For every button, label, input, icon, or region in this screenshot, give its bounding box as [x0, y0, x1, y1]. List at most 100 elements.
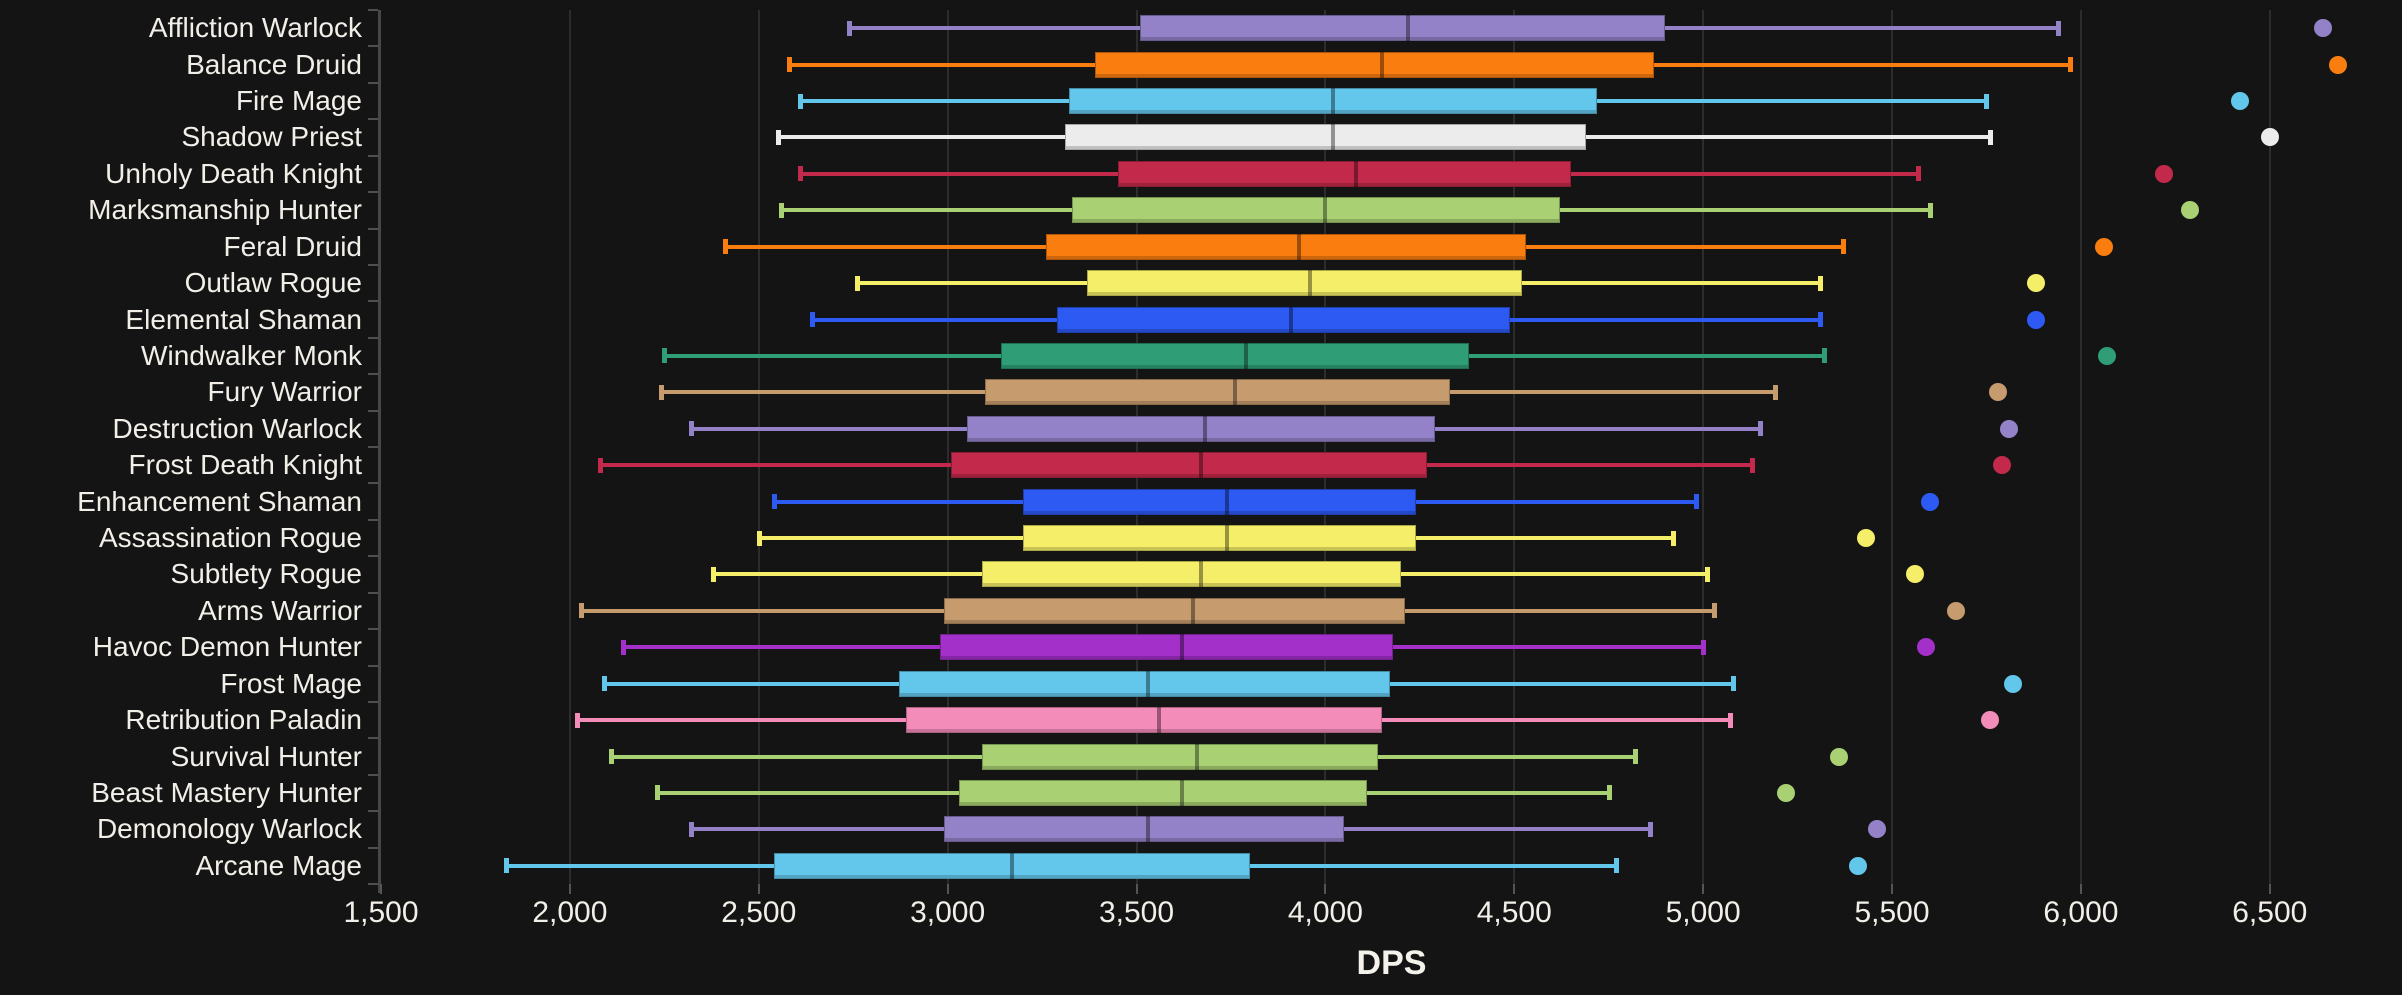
category-label: Enhancement Shaman	[77, 485, 362, 517]
whisker-cap-max	[1606, 785, 1612, 801]
x-tick-mark	[1891, 884, 1894, 894]
gridline	[1513, 10, 1516, 884]
whisker-cap-min	[598, 457, 604, 473]
whisker-cap-min	[809, 312, 815, 328]
outlier-dot	[2260, 128, 2279, 147]
gridline	[2079, 10, 2082, 884]
category-label: Retribution Paladin	[125, 704, 362, 736]
y-tick-mark	[368, 373, 378, 376]
whisker-cap-max	[1633, 749, 1639, 765]
whisker-cap-max	[2056, 20, 2062, 36]
median-line	[1323, 197, 1328, 224]
median-line	[1145, 816, 1150, 843]
outlier-dot	[1777, 783, 1796, 802]
category-label: Havoc Demon Hunter	[92, 631, 362, 663]
outlier-dot	[1920, 492, 1939, 511]
x-tick-mark	[1702, 884, 1705, 894]
whisker-cap-max	[1772, 384, 1778, 400]
y-tick-mark	[368, 737, 378, 740]
plot-area	[368, 9, 2402, 894]
outlier-dot	[2003, 674, 2022, 693]
box	[1023, 488, 1417, 515]
outlier-dot	[1917, 638, 1936, 657]
whisker-cap-min	[786, 57, 792, 73]
y-tick-mark	[368, 664, 378, 667]
outlier-dot	[2026, 274, 2045, 293]
category-label: Affliction Warlock	[148, 12, 362, 44]
outlier-dot	[1947, 601, 1966, 620]
box	[943, 816, 1345, 843]
whisker-cap-min	[601, 676, 607, 692]
x-tick-label: 4,500	[1476, 896, 1552, 929]
whisker-cap-max	[1614, 858, 1620, 874]
median-line	[1191, 597, 1196, 624]
category-label: Feral Druid	[223, 230, 362, 262]
x-tick-label: 2,000	[532, 896, 608, 929]
outlier-dot	[2230, 92, 2249, 111]
median-line	[1179, 779, 1184, 806]
outlier-dot	[2181, 201, 2200, 220]
gridline	[757, 10, 760, 884]
y-tick-mark	[368, 81, 378, 84]
outlier-dot	[2155, 164, 2173, 183]
category-label: Unholy Death Knight	[105, 157, 362, 189]
median-line	[1406, 15, 1411, 42]
median-line	[1232, 379, 1237, 406]
whisker-cap-min	[688, 421, 694, 437]
x-tick-mark	[2079, 884, 2082, 894]
box	[981, 743, 1379, 770]
median-line	[1353, 160, 1358, 187]
whisker-cap-max	[1840, 239, 1846, 255]
gridline	[946, 10, 949, 884]
whisker-cap-max	[1701, 639, 1707, 655]
whisker-cap-min	[775, 129, 781, 145]
y-tick-mark	[368, 700, 378, 703]
y-tick-mark	[368, 482, 378, 485]
y-tick-mark	[368, 300, 378, 303]
box	[1068, 88, 1598, 115]
y-tick-mark	[368, 446, 378, 448]
box	[1057, 306, 1511, 333]
box	[1094, 51, 1655, 78]
whisker-cap-max	[1818, 312, 1824, 328]
x-tick-mark	[946, 884, 949, 894]
category-label: Marksmanship Hunter	[88, 194, 362, 226]
median-line	[1225, 488, 1230, 515]
y-tick-mark	[368, 154, 378, 157]
whisker-cap-max	[2067, 57, 2073, 73]
whisker-cap-max	[1984, 93, 1990, 109]
x-tick-mark	[1513, 884, 1516, 894]
x-tick-mark	[380, 884, 382, 894]
box	[981, 561, 1401, 588]
gridline	[1702, 10, 1705, 884]
y-tick-mark	[368, 9, 378, 11]
outlier-dot	[2098, 346, 2117, 365]
category-label: Frost Death Knight	[128, 449, 362, 481]
category-label: Outlaw Rogue	[184, 267, 362, 299]
outlier-dot	[1905, 565, 1924, 584]
outlier-dot	[2000, 419, 2019, 438]
y-tick-mark	[368, 191, 378, 194]
whisker-cap-min	[798, 166, 804, 182]
outlier-dot	[1988, 383, 2007, 402]
box	[898, 670, 1390, 697]
y-tick-mark	[368, 263, 378, 266]
y-tick-mark	[368, 773, 378, 776]
outlier-dot	[2328, 55, 2347, 74]
median-line	[1330, 88, 1335, 115]
whisker-cap-min	[620, 639, 626, 655]
category-label: Beast Mastery Hunter	[91, 776, 362, 808]
gridline	[2268, 10, 2271, 884]
box	[1140, 15, 1666, 42]
median-line	[1198, 452, 1203, 479]
median-line	[1330, 124, 1335, 151]
box	[1000, 342, 1469, 369]
median-line	[1202, 415, 1207, 442]
box	[966, 415, 1435, 442]
category-label: Subtlety Rogue	[170, 558, 362, 590]
y-tick-mark	[368, 810, 378, 813]
whisker-cap-max	[1822, 348, 1828, 364]
whisker-cap-min	[854, 275, 860, 291]
y-tick-mark	[368, 336, 378, 339]
